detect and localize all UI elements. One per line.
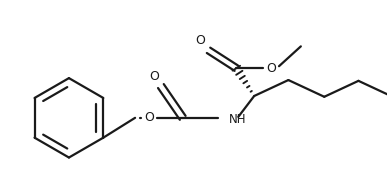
Text: O: O	[266, 62, 276, 75]
Text: O: O	[196, 34, 206, 47]
Text: NH: NH	[229, 113, 246, 126]
Text: O: O	[144, 111, 154, 124]
Text: O: O	[149, 70, 159, 83]
